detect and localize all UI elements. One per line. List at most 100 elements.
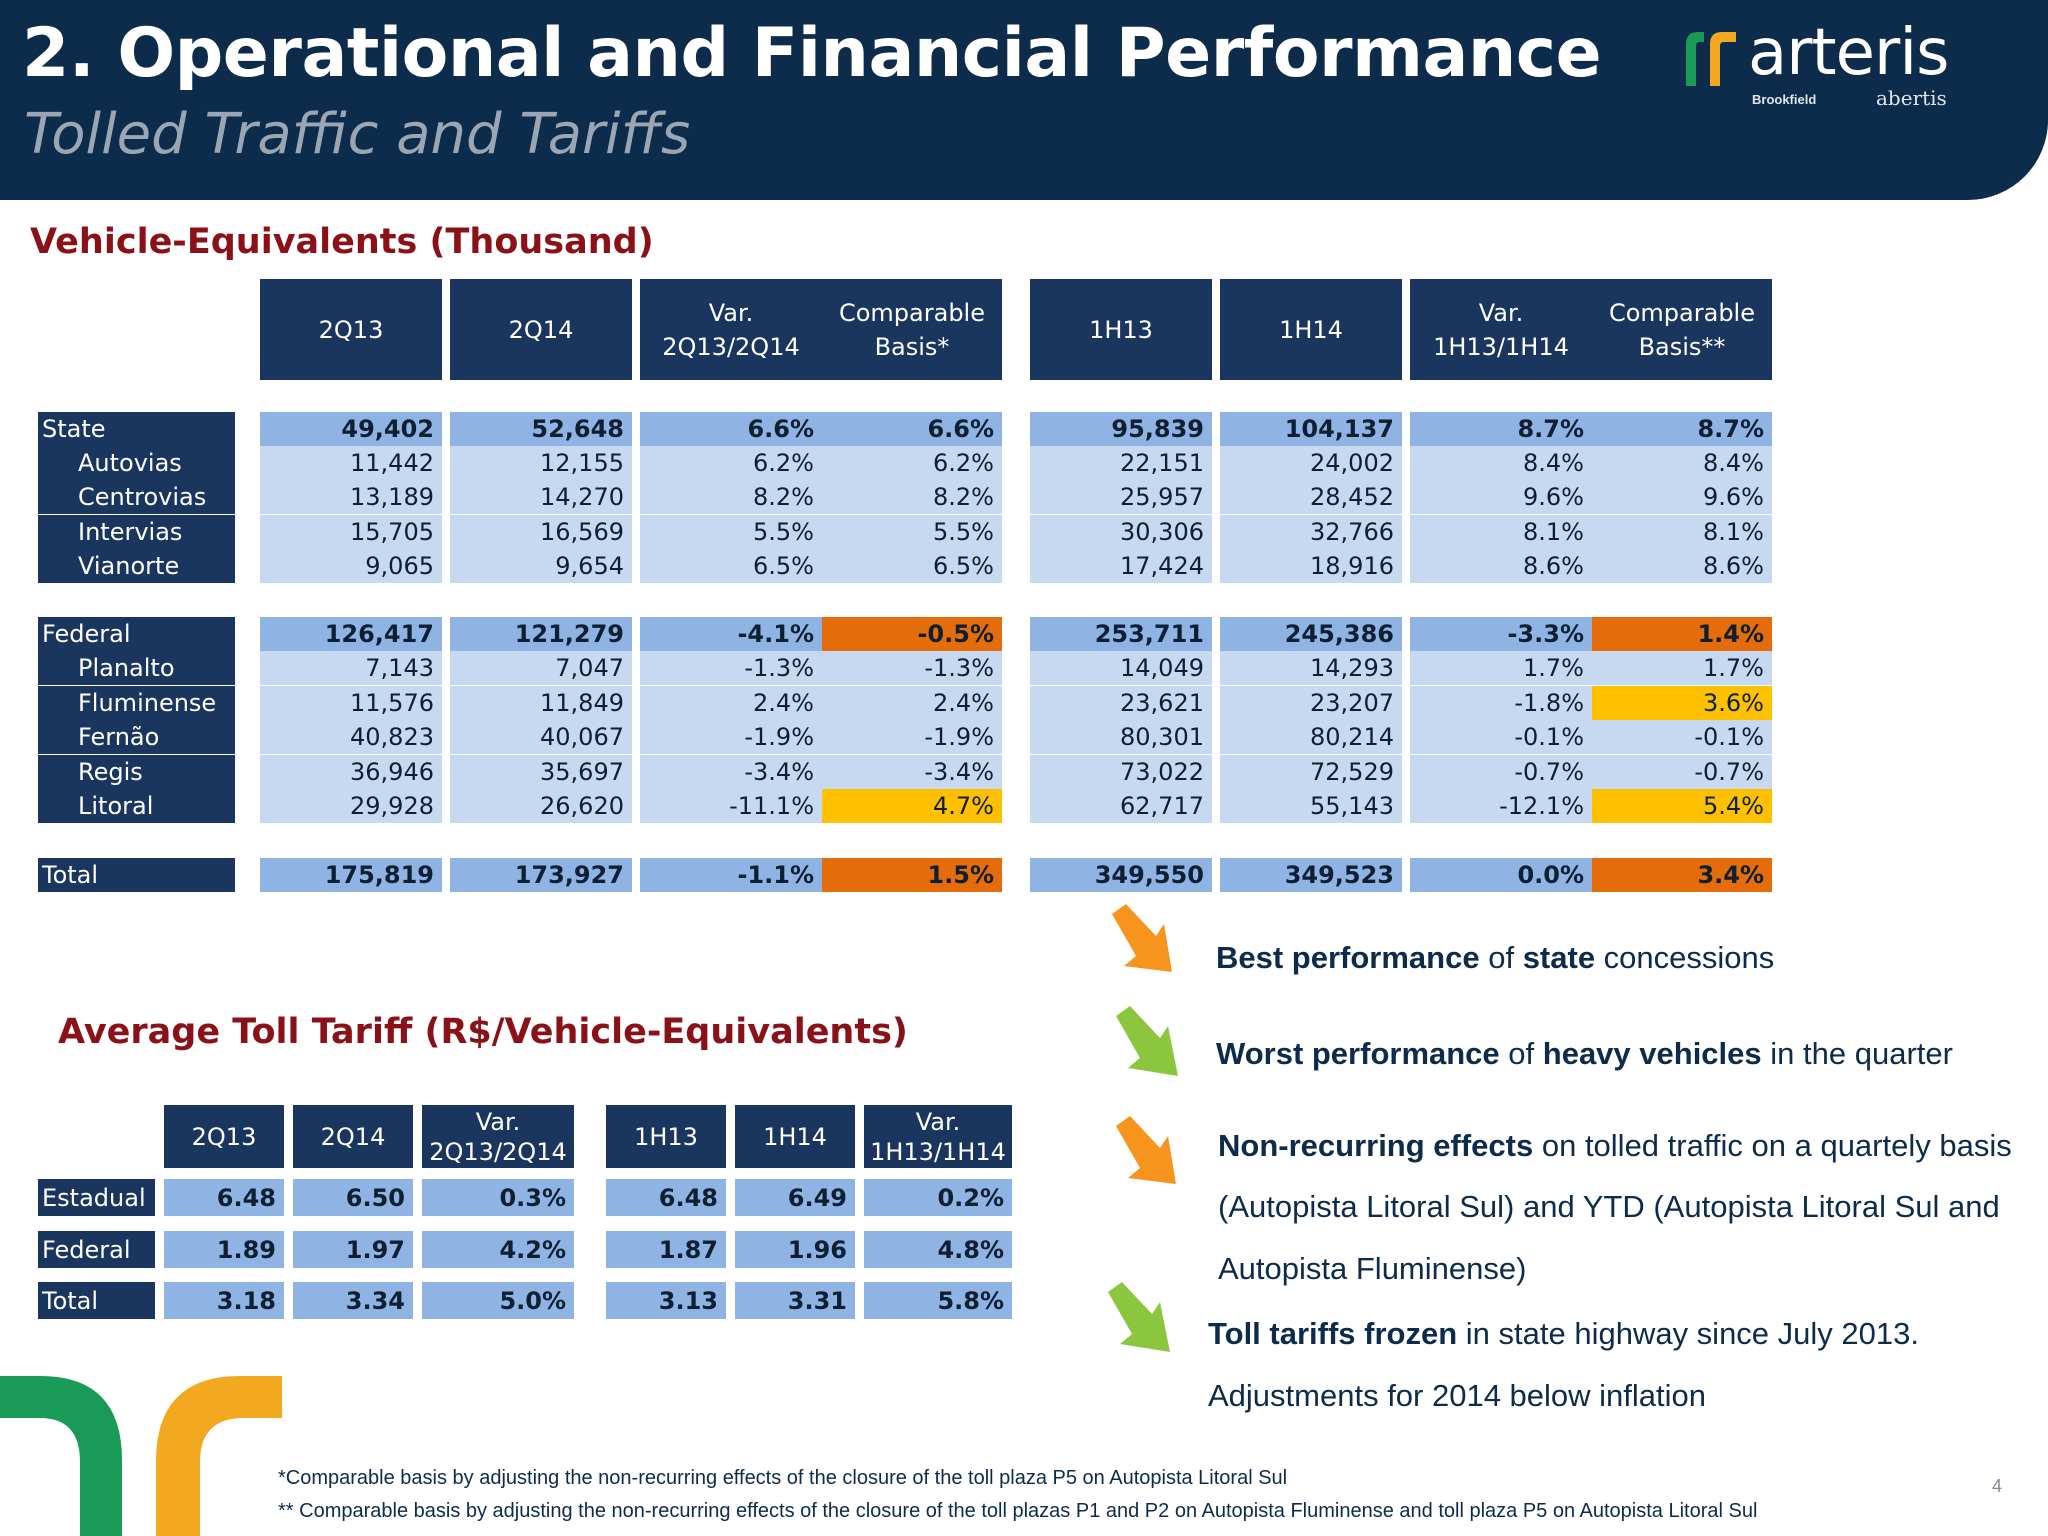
table-cell: 1.7% (1410, 651, 1592, 685)
green-arrow-icon (1116, 1006, 1178, 1076)
table-cell: 25,957 (1030, 480, 1212, 514)
table-cell: 28,452 (1220, 480, 1402, 514)
bullet-best-performance: Best performance of state concessions (1216, 940, 1774, 976)
row-label: Centrovias (38, 480, 235, 514)
arteris-deco-mark-icon (0, 1376, 282, 1536)
table-cell: 30,306 (1030, 515, 1212, 549)
table-cell: 12,155 (450, 446, 632, 480)
table-cell: 5.0% (422, 1282, 574, 1319)
th-comp-1h: Comparable Basis** (1592, 279, 1772, 380)
table-cell: 6.48 (606, 1179, 726, 1216)
table-cell: 8.2% (822, 480, 1002, 514)
th-1h14: 1H14 (1220, 279, 1402, 380)
table-cell: 121,279 (450, 617, 632, 651)
table-cell: 3.18 (164, 1282, 284, 1319)
table-cell: -0.1% (1592, 720, 1772, 754)
table-cell: 14,293 (1220, 651, 1402, 685)
table-cell: -3.3% (1410, 617, 1592, 651)
table-cell: 8.7% (1410, 412, 1592, 446)
bullet-non-recurring-line2: (Autopista Litoral Sul) and YTD (Autopis… (1218, 1189, 2000, 1224)
th-2q13: 2Q13 (260, 279, 442, 380)
table-cell: 9,654 (450, 549, 632, 583)
table-cell: 6.5% (822, 549, 1002, 583)
table-cell: 3.6% (1592, 686, 1772, 720)
table-cell: 11,576 (260, 686, 442, 720)
table-cell: 6.5% (640, 549, 822, 583)
table-cell: 55,143 (1220, 789, 1402, 823)
table-cell: -4.1% (640, 617, 822, 651)
bullet-text: of (1499, 1036, 1543, 1071)
table-cell: 23,621 (1030, 686, 1212, 720)
th-var-1h-l1: Var. (1478, 298, 1524, 327)
table-cell: 80,301 (1030, 720, 1212, 754)
tt-1h14: 1H14 (735, 1105, 855, 1168)
arteris-logo: arteris Brookfield abertis (1682, 16, 1949, 120)
table-cell: 349,523 (1220, 858, 1402, 892)
row-label: Fluminense (38, 686, 235, 720)
bullet-non-recurring-line3: Autopista Fluminense) (1218, 1251, 1527, 1286)
row-label: Litoral (38, 789, 235, 823)
table-cell: 24,002 (1220, 446, 1402, 480)
table-cell: 5.8% (864, 1282, 1012, 1319)
bullet-text: state (1522, 940, 1596, 975)
table-cell: 1.7% (1592, 651, 1772, 685)
table-cell: 8.1% (1410, 515, 1592, 549)
table-cell: 14,270 (450, 480, 632, 514)
table-cell: 9.6% (1410, 480, 1592, 514)
table-cell: 104,137 (1220, 412, 1402, 446)
orange-arrow-icon (1116, 1116, 1176, 1184)
th-comp-1h-l1: Comparable (1608, 298, 1755, 327)
table-cell: 36,946 (260, 755, 442, 789)
logo-brookfield: Brookfield (1752, 92, 1817, 107)
table-cell: 1.89 (164, 1231, 284, 1268)
table-cell: 14,049 (1030, 651, 1212, 685)
table-cell: 0.0% (1410, 858, 1592, 892)
table-cell: 17,424 (1030, 549, 1212, 583)
table-cell: 11,442 (260, 446, 442, 480)
table-cell: 9,065 (260, 549, 442, 583)
table-cell: -0.7% (1410, 755, 1592, 789)
table-cell: 5.5% (822, 515, 1002, 549)
th-var-1h-l2: 1H13/1H14 (1433, 332, 1569, 361)
th-var-1h: Var. 1H13/1H14 (1410, 279, 1592, 380)
page-subtitle: Tolled Traffic and Tariffs (24, 102, 691, 167)
table-cell: -11.1% (640, 789, 822, 823)
table-cell: 349,550 (1030, 858, 1212, 892)
table-cell: 3.31 (735, 1282, 855, 1319)
logo-wordmark: arteris (1748, 16, 1949, 90)
table-cell: 22,151 (1030, 446, 1212, 480)
bullet-text: of (1479, 940, 1523, 975)
table-cell: 6.2% (822, 446, 1002, 480)
bullet-text: concessions (1595, 940, 1775, 975)
table-cell: 173,927 (450, 858, 632, 892)
table-cell: 7,047 (450, 651, 632, 685)
bullet-worst-performance: Worst performance of heavy vehicles in t… (1216, 1036, 1953, 1072)
th-comp-2q-l1: Comparable (838, 298, 985, 327)
tt-var-2q: Var. 2Q13/2Q14 (422, 1105, 574, 1168)
row-label: Estadual (38, 1179, 155, 1216)
table-cell: -1.9% (822, 720, 1002, 754)
tt-var-1h: Var. 1H13/1H14 (864, 1105, 1012, 1168)
th-comp-2q-l2: Basis* (874, 332, 950, 361)
table-cell: 7,143 (260, 651, 442, 685)
th-var-2q-l1: Var. (708, 298, 754, 327)
table-cell: 52,648 (450, 412, 632, 446)
row-label: Total (38, 858, 235, 892)
table-cell: 1.97 (293, 1231, 413, 1268)
arteris-mark-icon (1686, 32, 1736, 86)
bullet-text: in state highway since July 2013. (1457, 1316, 1919, 1351)
table-cell: 8.4% (1592, 446, 1772, 480)
tt-var-2q-l2: 2Q13/2Q14 (429, 1137, 567, 1166)
tt-1h13: 1H13 (606, 1105, 726, 1168)
table-cell: 16,569 (450, 515, 632, 549)
table-cell: 18,916 (1220, 549, 1402, 583)
th-2q14: 2Q14 (450, 279, 632, 380)
table-cell: -12.1% (1410, 789, 1592, 823)
table-cell: 3.13 (606, 1282, 726, 1319)
bullet-text: Worst performance (1216, 1036, 1500, 1071)
th-1h13: 1H13 (1030, 279, 1212, 380)
bullet-text: on tolled traffic on a quartely basis (1533, 1128, 2012, 1163)
bullet-text: heavy vehicles (1542, 1036, 1762, 1071)
th-var-2q: Var. 2Q13/2Q14 (640, 279, 822, 380)
table-cell: 40,823 (260, 720, 442, 754)
